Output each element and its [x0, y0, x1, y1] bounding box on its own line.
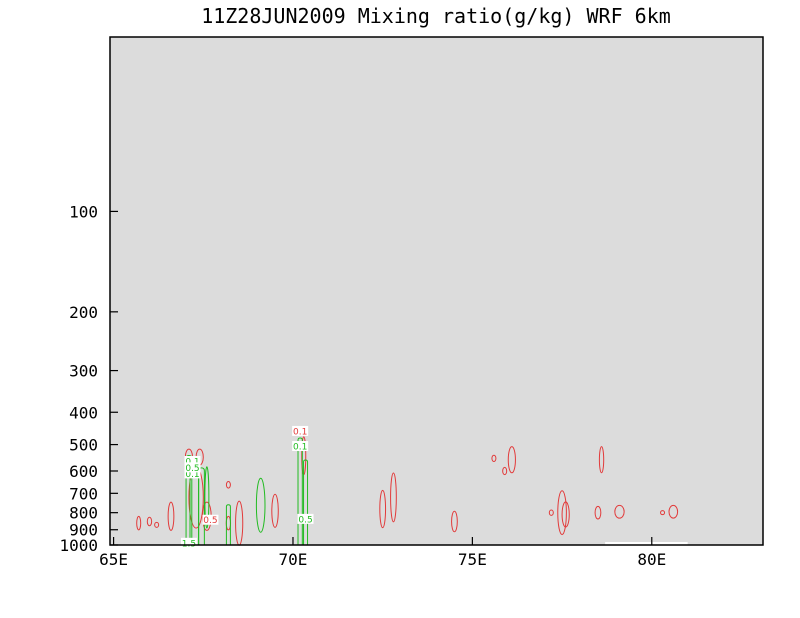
contour-line [379, 489, 387, 529]
y-tick-label: 500 [69, 436, 98, 455]
contour-label-bg [184, 456, 201, 467]
contour-label-bg [202, 514, 219, 525]
y-tick-label: 800 [69, 504, 98, 523]
contour-label-bg [184, 468, 201, 479]
plot-frame [109, 36, 764, 546]
contour-label: 0.5 [203, 516, 217, 526]
contour-line [225, 504, 231, 545]
contour-line [297, 437, 303, 545]
x-tick-label: 65E [99, 550, 128, 569]
contour-line [146, 516, 153, 527]
contour-line [660, 510, 666, 516]
contour-label: 0.1 [293, 443, 307, 453]
y-tick-label: 600 [69, 462, 98, 481]
contour-label: 0.1 [185, 470, 199, 480]
plot-area [110, 37, 763, 545]
contour-line [557, 490, 567, 536]
contour-line [451, 510, 458, 533]
contour-line [491, 454, 497, 463]
contour-label: 0.1 [293, 427, 307, 437]
contour-label-bg [297, 513, 314, 524]
y-tick-label: 1000 [59, 536, 98, 555]
contour-line [136, 515, 142, 531]
contour-line [594, 505, 602, 520]
contour-line [502, 466, 508, 476]
y-tick-label: 900 [69, 521, 98, 540]
contour-line [598, 446, 605, 474]
contour-line [271, 493, 279, 528]
contour-line [154, 521, 160, 528]
terrain-segment [605, 542, 688, 545]
y-tick-label: 100 [69, 202, 98, 221]
x-tick-label: 70E [279, 550, 308, 569]
contour-line [167, 501, 175, 531]
x-tick-label: 80E [637, 550, 666, 569]
y-tick-label: 400 [69, 403, 98, 422]
chart-title: 11Z28JUN2009 Mixing ratio(g/kg) WRF 6km [201, 4, 671, 28]
contour-line [561, 501, 570, 528]
contour-label: 0.5 [298, 515, 312, 525]
x-tick-label: 75E [458, 550, 487, 569]
contour-line [255, 477, 266, 533]
contour-label-bg [292, 441, 309, 452]
contour-line [390, 472, 397, 523]
contour-label: 0.5 [185, 464, 199, 474]
contour-line [668, 504, 679, 519]
contour-line [614, 504, 625, 519]
y-tick-label: 700 [69, 484, 98, 503]
contour-line [225, 481, 231, 489]
contour-line [204, 466, 210, 529]
contour-line [548, 509, 554, 516]
contour-label-bg [184, 462, 201, 473]
contour-label-bg [292, 425, 309, 436]
y-tick-label: 300 [69, 362, 98, 381]
contour-line [507, 446, 516, 474]
contour-line [303, 459, 309, 545]
y-tick-label: 200 [69, 303, 98, 322]
contour-label-bg [180, 537, 197, 548]
